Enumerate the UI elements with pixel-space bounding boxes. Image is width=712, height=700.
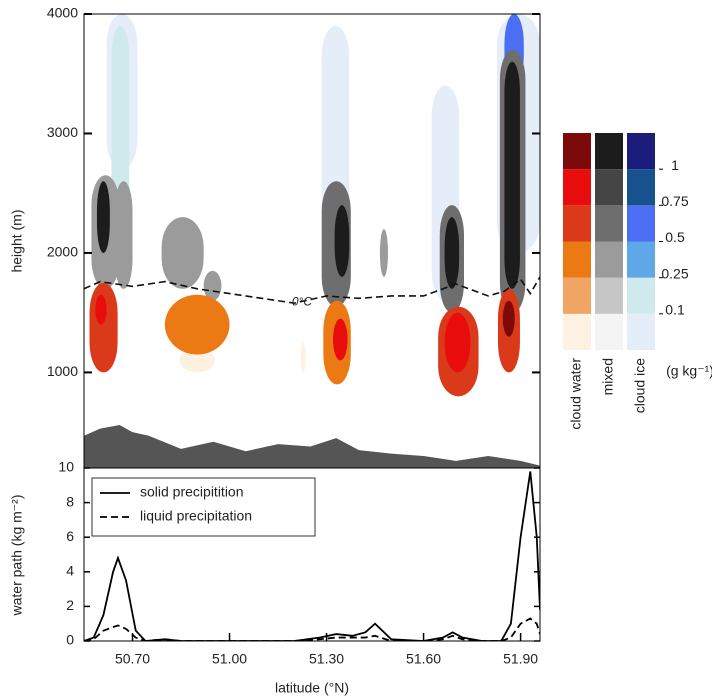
colorbar-swatch bbox=[595, 169, 623, 206]
colorbar-tick-label: 0.75 bbox=[661, 193, 688, 209]
y-tick-label: 1000 bbox=[47, 363, 78, 379]
cloud-cell bbox=[179, 348, 215, 373]
colorbar-swatch bbox=[627, 313, 655, 350]
colorbar-swatch bbox=[563, 169, 591, 206]
y-tick-label: 3000 bbox=[47, 124, 78, 140]
legend-label: liquid precipitation bbox=[140, 508, 252, 524]
axes: 0°C 1000 2000 3000 4000 cloud water mixed cloud… bbox=[47, 5, 689, 667]
series-line bbox=[84, 471, 540, 641]
legend-box bbox=[91, 477, 316, 537]
colorbar-swatch bbox=[627, 277, 655, 314]
x-tick-label: 50.70 bbox=[115, 651, 150, 667]
y-tick-label: 4 bbox=[66, 563, 74, 579]
cloud-panel bbox=[84, 14, 540, 468]
cloud-cell bbox=[334, 205, 350, 277]
cloud-cell bbox=[89, 282, 118, 373]
legend-label: solid precipitition bbox=[140, 484, 244, 500]
colorbar-swatch bbox=[563, 205, 591, 242]
colorbar-tick-label: 1 bbox=[671, 157, 679, 173]
cloud-cell bbox=[504, 61, 520, 289]
colorbar-unit: (g kg⁻¹) bbox=[666, 363, 712, 379]
colorbar-swatch bbox=[595, 313, 623, 350]
y-tick-label: 0 bbox=[66, 632, 74, 648]
x-axis-label: latitude (°N) bbox=[275, 680, 349, 696]
annotation: 0°C bbox=[292, 295, 312, 309]
colorbar-tick-label: 0.5 bbox=[665, 229, 685, 245]
colorbar-swatch bbox=[563, 313, 591, 350]
y-tick-label: 10 bbox=[58, 459, 74, 475]
colorbar-swatch bbox=[563, 241, 591, 278]
colorbar-label: cloud ice bbox=[632, 358, 648, 413]
x-tick-label: 51.30 bbox=[309, 651, 344, 667]
y-tick-label: 8 bbox=[66, 493, 74, 509]
colorbar-swatch bbox=[627, 169, 655, 206]
y-axis-label: height (m) bbox=[9, 209, 25, 272]
x-tick-label: 51.60 bbox=[406, 651, 441, 667]
colorbar-tick-label: 0.1 bbox=[665, 302, 685, 318]
y-tick-label: 4000 bbox=[47, 5, 78, 21]
cloud-cell bbox=[333, 318, 348, 361]
colorbar-swatch bbox=[595, 277, 623, 314]
cloud-cell bbox=[111, 25, 130, 218]
colorbar-swatch bbox=[595, 205, 623, 242]
y-tick-label: 2 bbox=[66, 597, 74, 613]
cloud-cell bbox=[161, 217, 204, 289]
y-tick-label: 6 bbox=[66, 528, 74, 544]
frame bbox=[83, 13, 541, 469]
cloud-cell bbox=[502, 300, 515, 337]
colorbar-swatch bbox=[595, 241, 623, 278]
y-tick-label: 2000 bbox=[47, 244, 78, 260]
cloud-cell bbox=[95, 294, 107, 325]
precip-panel bbox=[84, 471, 540, 641]
cloud-cell bbox=[203, 270, 222, 301]
cloud-cell bbox=[379, 229, 388, 277]
colorbar-swatch bbox=[563, 133, 591, 170]
y-axis-label: water path (kg m⁻²) bbox=[9, 495, 25, 617]
colorbar-tick-label: 0.25 bbox=[661, 265, 688, 281]
series-line bbox=[84, 617, 540, 641]
cloud-cell bbox=[444, 312, 471, 373]
cloud-cell bbox=[444, 217, 460, 289]
colorbar-label: mixed bbox=[600, 358, 616, 395]
terrain bbox=[84, 424, 540, 468]
colorbar-swatch bbox=[563, 277, 591, 314]
x-tick-label: 51.00 bbox=[212, 651, 247, 667]
colorbar-swatch bbox=[627, 133, 655, 170]
freezing-level bbox=[84, 276, 540, 304]
colorbar-swatch bbox=[595, 133, 623, 170]
cloud-cell bbox=[114, 181, 133, 289]
frame bbox=[83, 467, 541, 642]
colorbar-label: cloud water bbox=[568, 358, 584, 430]
cloud-cell bbox=[300, 342, 306, 373]
cloud-cell bbox=[164, 294, 230, 355]
x-tick-label: 51.90 bbox=[503, 651, 538, 667]
colorbar-swatch bbox=[627, 205, 655, 242]
cloud-cell bbox=[96, 181, 110, 253]
cloud-cell bbox=[321, 25, 350, 230]
colorbar-swatch bbox=[627, 241, 655, 278]
